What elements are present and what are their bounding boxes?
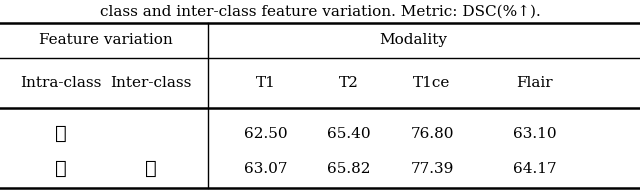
Text: ✓: ✓	[55, 160, 67, 178]
Text: 77.39: 77.39	[410, 162, 454, 176]
Text: Flair: Flair	[516, 76, 553, 89]
Text: ✓: ✓	[145, 160, 156, 178]
Text: T2: T2	[339, 76, 359, 89]
Text: 76.80: 76.80	[410, 127, 454, 141]
Text: 62.50: 62.50	[244, 127, 287, 141]
Text: 63.10: 63.10	[513, 127, 556, 141]
Text: Inter-class: Inter-class	[109, 76, 191, 89]
Text: 63.07: 63.07	[244, 162, 287, 176]
Text: T1ce: T1ce	[413, 76, 451, 89]
Text: 64.17: 64.17	[513, 162, 556, 176]
Text: Modality: Modality	[379, 33, 447, 47]
Text: T1: T1	[255, 76, 276, 89]
Text: 65.82: 65.82	[327, 162, 371, 176]
Text: 65.40: 65.40	[327, 127, 371, 141]
Text: class and inter-class feature variation. Metric: DSC(%↑).: class and inter-class feature variation.…	[100, 5, 540, 19]
Text: ✓: ✓	[55, 125, 67, 143]
Text: Intra-class: Intra-class	[20, 76, 102, 89]
Text: Feature variation: Feature variation	[39, 33, 172, 47]
